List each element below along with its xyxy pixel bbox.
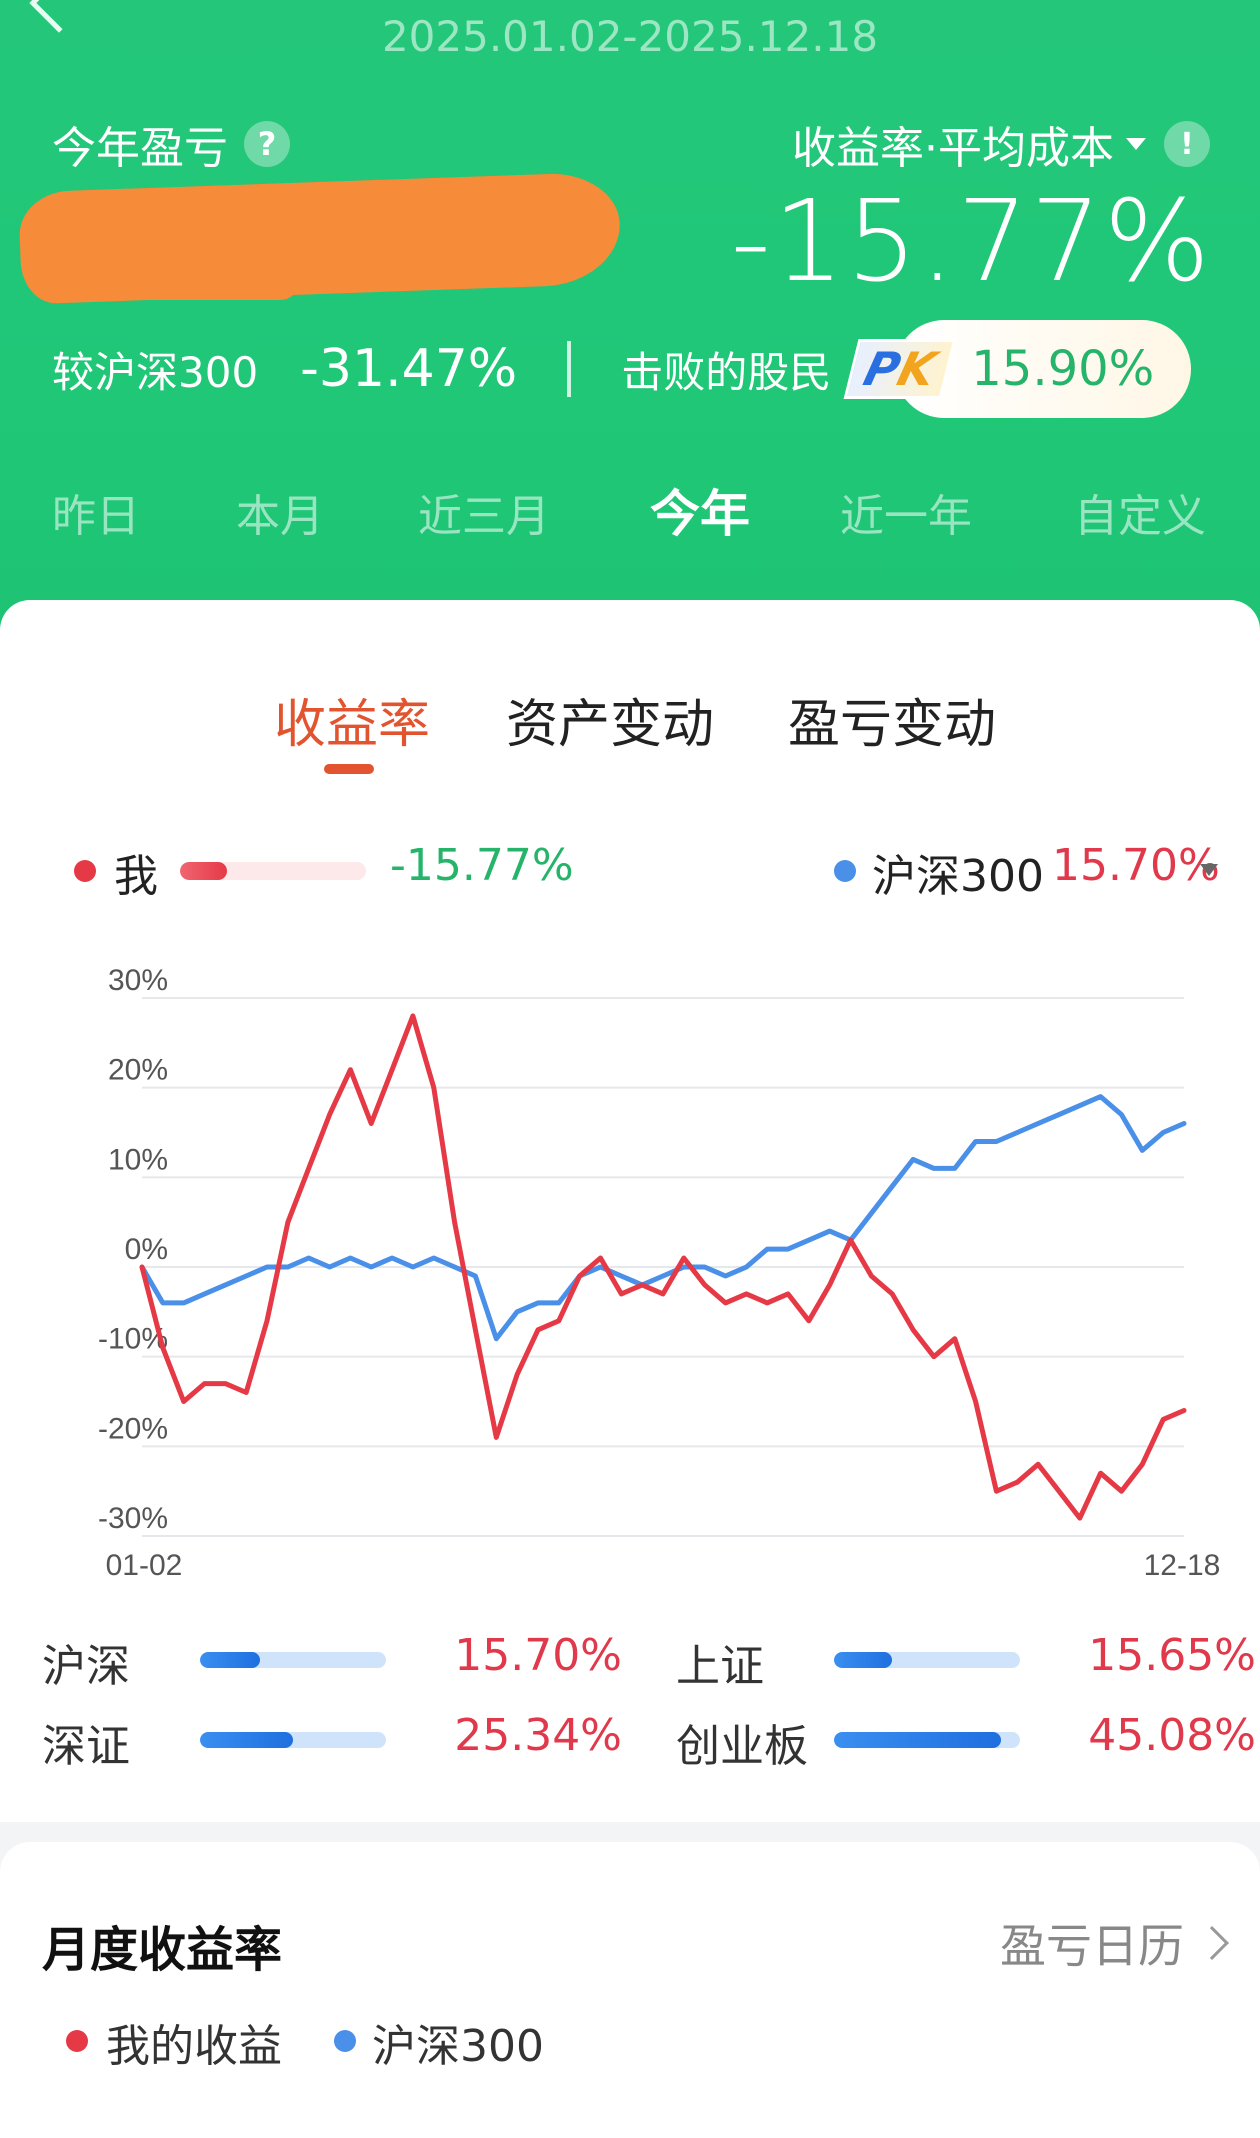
bench-select-caret-icon[interactable] <box>1200 864 1218 876</box>
chart-legend: 我 -15.77% 沪深300 15.70% <box>0 840 1260 902</box>
help-icon[interactable]: ? <box>244 121 290 167</box>
index-name: 创业板 <box>676 1721 808 1772</box>
pnl-calendar-link[interactable]: 盈亏日历 <box>1000 1910 1229 1976</box>
index-value: 45.08% <box>1088 1710 1256 1761</box>
index-value: 25.34% <box>454 1710 622 1761</box>
metric-select[interactable]: 收益率·平均成本 ! <box>792 112 1210 176</box>
beat-value: 15.90% <box>971 341 1155 397</box>
redaction-mark-tail <box>40 260 300 300</box>
index-bar-fill <box>834 1652 892 1668</box>
period-tabs: 昨日 本月 近三月 今年 近一年 自定义 <box>0 480 1260 560</box>
index-item-cyb: 创业板 45.08% <box>676 1710 1256 1772</box>
legend-bench-value[interactable]: 15.70% <box>1052 840 1220 891</box>
tab-one-year[interactable]: 近一年 <box>840 491 972 542</box>
index-name: 上证 <box>676 1641 764 1692</box>
return-chart[interactable]: 30% 20% 10% 0% -10% -20% -30% 01-02 12-18 <box>0 940 1260 1582</box>
tab-pnl-change[interactable]: 盈亏变动 <box>788 695 997 755</box>
y-tick-label: 10% <box>108 1143 168 1176</box>
series-line-me <box>139 1013 1187 1521</box>
monthly-legend: 我的收益 沪深300 <box>62 2010 962 2072</box>
y-tick-label: 30% <box>108 964 168 997</box>
index-name: 沪深 <box>42 1641 130 1692</box>
return-chart-svg: 30%20%10%0%-10%-20%-30%01-02 12-18 <box>98 964 1221 1582</box>
y-tick-label: 0% <box>125 1233 168 1266</box>
monthly-legend-bench: 沪深300 <box>372 2021 544 2072</box>
index-value: 15.70% <box>454 1630 622 1681</box>
pnl-label-group: 今年盈亏 ? <box>52 112 290 176</box>
divider <box>567 341 572 397</box>
legend-me-label: 我 <box>114 851 158 902</box>
metric-select-label: 收益率·平均成本 <box>792 123 1114 174</box>
index-bar <box>834 1652 1020 1668</box>
legend-dot-me <box>66 2030 88 2052</box>
index-bar <box>200 1732 386 1748</box>
return-rate: -15.77% <box>730 177 1212 307</box>
legend-dot-bench <box>834 860 856 882</box>
tab-this-month[interactable]: 本月 <box>236 491 324 542</box>
legend-bench-label: 沪深300 <box>872 851 1044 902</box>
beat-label: 击败的股民 <box>621 347 832 397</box>
y-tick-label: -30% <box>98 1502 168 1535</box>
pnl-label: 今年盈亏 <box>52 123 228 174</box>
y-tick-label: 20% <box>108 1054 168 1087</box>
x-tick-label: 01-02 <box>106 1549 183 1580</box>
chevron-right-icon <box>1195 1926 1229 1960</box>
index-name: 深证 <box>42 1721 130 1772</box>
legend-me-bar <box>180 862 366 880</box>
legend-me-bar-fill <box>180 862 227 880</box>
chart-card: 收益率 资产变动 盈亏变动 我 -15.77% 沪深300 15.70% 30%… <box>0 600 1260 1822</box>
tab-custom[interactable]: 自定义 <box>1074 491 1206 542</box>
chart-tabs: 收益率 资产变动 盈亏变动 <box>0 682 1260 762</box>
compare-value: -31.47% <box>300 339 518 399</box>
index-bar-fill <box>834 1732 1002 1748</box>
date-range: 2025.01.02-2025.12.18 <box>381 12 879 61</box>
index-bar <box>200 1652 386 1668</box>
active-tab-indicator <box>324 764 374 774</box>
legend-dot-bench <box>334 2030 356 2052</box>
series-line-bench <box>139 1094 1187 1342</box>
monthly-card: 月度收益率 盈亏日历 我的收益 沪深300 <box>0 1842 1260 2138</box>
tab-return-rate[interactable]: 收益率 <box>274 695 431 755</box>
tab-three-months[interactable]: 近三月 <box>418 491 550 542</box>
index-bar <box>834 1732 1020 1748</box>
header-panel: 2025.01.02-2025.12.18 今年盈亏 ? 收益率·平均成本 ! … <box>0 0 1260 680</box>
compare-label: 较沪深300 <box>52 347 259 397</box>
info-icon[interactable]: ! <box>1164 121 1210 167</box>
tab-this-year[interactable]: 今年 <box>650 485 750 543</box>
tab-asset-change[interactable]: 资产变动 <box>506 695 715 755</box>
monthly-legend-me: 我的收益 <box>106 2021 282 2072</box>
monthly-title: 月度收益率 <box>42 1922 283 1978</box>
x-tick-label: 12-18 <box>1144 1549 1221 1580</box>
pnl-calendar-label: 盈亏日历 <box>1000 1919 1184 1973</box>
index-value: 15.65% <box>1088 1630 1256 1681</box>
index-item-sh: 上证 15.65% <box>676 1630 1256 1692</box>
legend-dot-me <box>74 860 96 882</box>
tab-yesterday[interactable]: 昨日 <box>52 491 140 542</box>
legend-me-value: -15.77% <box>390 840 574 891</box>
index-bar-fill <box>200 1652 260 1668</box>
index-item-hs: 沪深 15.70% <box>42 1630 622 1692</box>
y-tick-label: -20% <box>98 1412 168 1445</box>
index-bar-fill <box>200 1732 293 1748</box>
index-item-sz: 深证 25.34% <box>42 1710 622 1772</box>
index-comparison: 沪深 15.70% 上证 15.65% 深证 25.34% 创业板 45.08% <box>0 1630 1260 1830</box>
caret-down-icon <box>1126 138 1146 150</box>
